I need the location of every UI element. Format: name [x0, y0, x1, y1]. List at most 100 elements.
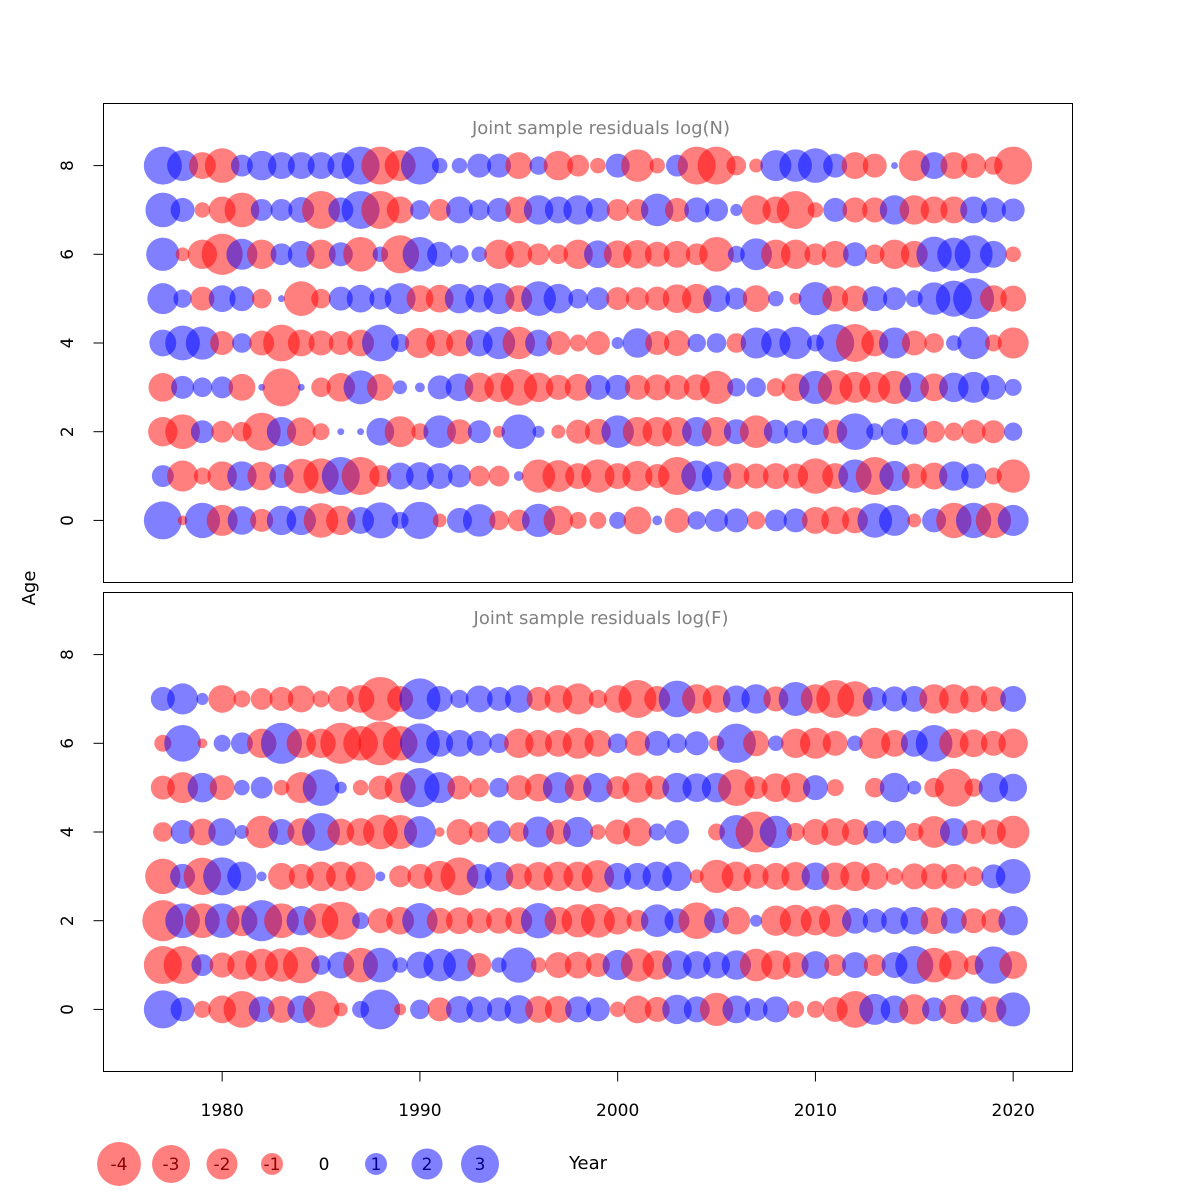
- residual-bubble: [486, 686, 512, 711]
- residual-bubble: [185, 326, 220, 360]
- residual-bubble: [432, 513, 447, 528]
- residual-bubble: [209, 952, 235, 978]
- residual-bubble: [706, 333, 727, 353]
- residual-bubble: [723, 463, 750, 490]
- residual-bubble: [581, 459, 615, 493]
- residual-bubble: [173, 289, 192, 308]
- residual-bubble: [406, 462, 434, 490]
- residual-bubble: [251, 288, 272, 309]
- residual-bubble: [1001, 198, 1025, 222]
- residual-bubble: [749, 158, 764, 173]
- residual-bubble: [400, 146, 439, 185]
- residual-bubble: [170, 819, 195, 845]
- residual-bubble: [763, 419, 788, 444]
- residual-bubble: [786, 822, 805, 842]
- residual-bubble: [961, 908, 987, 934]
- residual-bubble: [227, 461, 257, 491]
- residual-bubble: [367, 908, 393, 934]
- residual-bubble: [211, 420, 234, 443]
- residual-bubble: [446, 419, 472, 445]
- residual-bubble: [171, 375, 195, 399]
- residual-bubble: [208, 685, 237, 713]
- residual-bubble: [921, 863, 948, 890]
- residual-bubble: [234, 779, 250, 796]
- residual-bubble: [467, 153, 492, 178]
- residual-bubble: [484, 862, 514, 891]
- residual-bubble: [979, 240, 1007, 268]
- residual-bubble: [246, 150, 277, 181]
- residual-bubble: [451, 157, 468, 174]
- residual-bubble: [984, 334, 1002, 352]
- residual-bubble: [899, 195, 930, 225]
- residual-bubble: [961, 419, 986, 444]
- residual-bubble: [487, 820, 511, 844]
- residual-bubble: [204, 148, 240, 183]
- residual-bubble: [782, 952, 809, 979]
- residual-bubble: [147, 283, 179, 315]
- residual-bubble: [282, 946, 320, 984]
- residual-bubble: [527, 243, 550, 266]
- y-tick-label: 0: [58, 515, 78, 526]
- residual-bubble: [428, 198, 451, 221]
- residual-bubble: [862, 908, 887, 933]
- residual-bubble: [999, 773, 1028, 802]
- residual-bubble: [386, 196, 414, 224]
- residual-bubble: [750, 914, 763, 927]
- residual-bubble: [705, 198, 729, 222]
- residual-bubble: [343, 236, 378, 272]
- residual-bubble: [939, 818, 968, 846]
- residual-bubble: [704, 908, 730, 934]
- residual-bubble: [424, 772, 456, 804]
- residual-bubble: [998, 728, 1028, 759]
- residual-bubble: [190, 286, 215, 311]
- residual-bubble: [146, 237, 180, 271]
- residual-bubble: [826, 779, 844, 797]
- residual-bubble: [842, 197, 868, 223]
- residual-bubble: [886, 867, 904, 885]
- residual-bubble: [901, 863, 928, 890]
- residual-bubble: [196, 692, 209, 705]
- residual-bubble: [523, 372, 554, 403]
- residual-bubble: [471, 246, 487, 263]
- residual-bubble: [312, 423, 330, 441]
- residual-bubble: [964, 778, 983, 797]
- residual-bubble: [664, 819, 690, 845]
- residual-bubble: [446, 819, 473, 845]
- residual-bubble: [287, 329, 315, 357]
- residual-bubble: [607, 733, 628, 754]
- residual-bubble: [584, 729, 612, 757]
- residual-bubble: [145, 192, 181, 228]
- residual-bubble: [1000, 685, 1027, 712]
- residual-bubble: [741, 195, 771, 225]
- legend-label: 3: [475, 1155, 486, 1175]
- residual-bubble: [446, 729, 473, 757]
- residual-bubble: [234, 825, 249, 839]
- legend-label: -4: [111, 1155, 128, 1175]
- x-tick-label: 2000: [596, 1101, 639, 1121]
- panel-logN-y-axis: 0 2 4 6 8: [58, 160, 104, 526]
- residual-bubble: [662, 861, 692, 892]
- residual-bubble: [996, 992, 1031, 1027]
- residual-bubble: [605, 819, 631, 845]
- residual-bubble: [621, 149, 654, 182]
- residual-bubble: [664, 374, 690, 400]
- residual-bubble: [1000, 285, 1027, 312]
- residual-bubble: [649, 157, 665, 174]
- residual-bubble: [611, 336, 624, 350]
- residual-bubble: [312, 690, 330, 708]
- residual-bubble: [278, 295, 285, 303]
- residual-bubble: [920, 152, 948, 180]
- residual-bubble: [190, 420, 214, 444]
- residual-bubble: [807, 202, 824, 218]
- residual-bubble: [739, 415, 773, 448]
- residual-bubble: [996, 815, 1030, 849]
- residual-bubble: [446, 907, 473, 935]
- residual-bubble: [466, 730, 492, 756]
- residual-bubble: [333, 1002, 348, 1017]
- residual-bubble: [426, 685, 453, 712]
- residual-bubble: [664, 507, 690, 533]
- residual-bubble: [879, 772, 910, 803]
- legend-bubble: [261, 1153, 283, 1175]
- residual-bubble: [622, 460, 653, 492]
- residual-bubble: [922, 997, 947, 1022]
